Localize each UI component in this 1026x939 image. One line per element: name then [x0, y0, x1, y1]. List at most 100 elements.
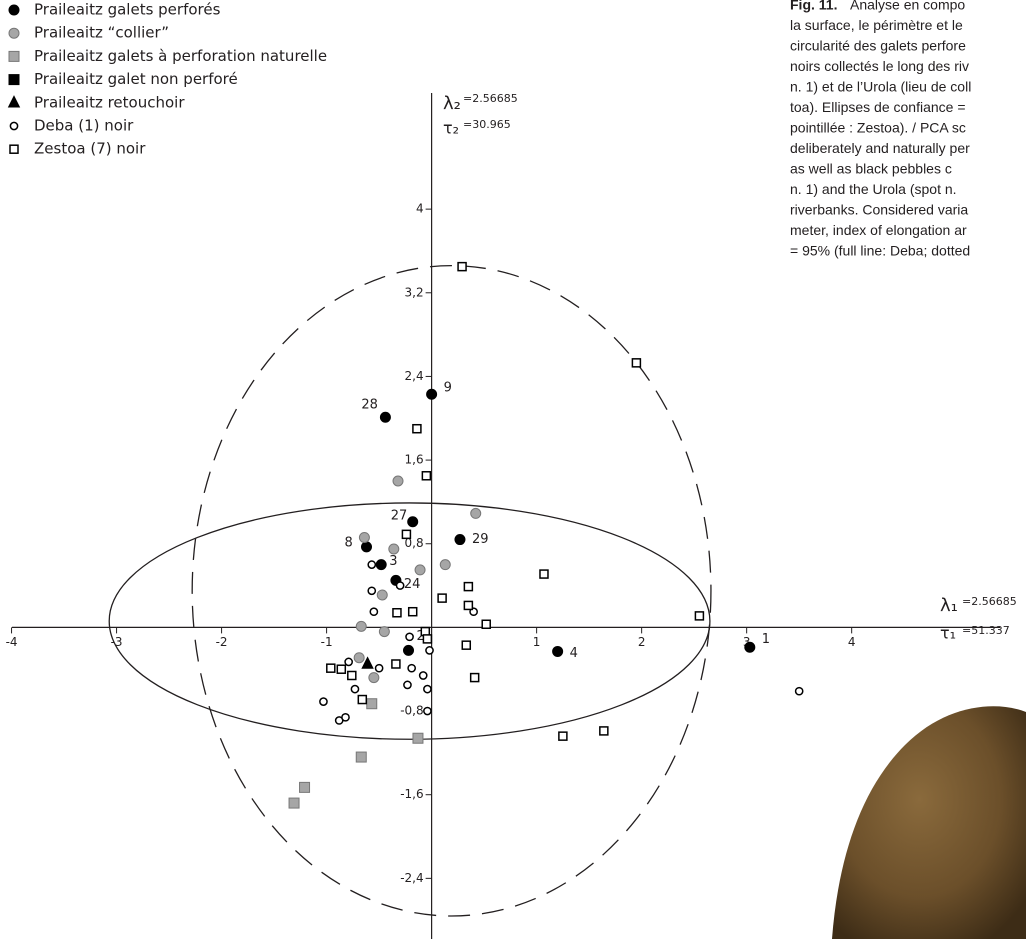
caption-line: pointillée : Zestoa). / PCA sc [790, 120, 966, 136]
point [9, 144, 19, 154]
y-tick-label: 4 [416, 202, 424, 216]
point [401, 529, 412, 540]
point [414, 564, 426, 576]
y-tick-label: 2,4 [405, 369, 424, 383]
caption: Fig. 11. Analyse en compo la surface, le … [790, 0, 971, 259]
point [355, 620, 367, 632]
point [437, 593, 447, 603]
y-tick-label: 3,2 [405, 285, 424, 299]
x-axis-symbol: λ₁ [940, 595, 958, 616]
point [391, 659, 401, 669]
point [8, 74, 20, 86]
legend-label: Deba (1) noir [34, 117, 134, 135]
point [353, 652, 365, 664]
point-label: 4 [570, 646, 578, 661]
point [423, 706, 432, 716]
point [470, 507, 482, 519]
confidence-ellipse [108, 502, 711, 740]
point [341, 712, 350, 722]
point [9, 121, 19, 131]
point-label: 3 [389, 554, 397, 569]
caption-line: deliberately and naturally per [790, 140, 970, 156]
point [794, 686, 804, 696]
point [366, 698, 378, 710]
point [347, 670, 357, 681]
point [403, 680, 412, 690]
point [8, 27, 20, 39]
point [422, 634, 433, 644]
point [426, 388, 438, 400]
point [407, 606, 418, 617]
caption-label: Fig. 11. [790, 0, 837, 13]
x-tick-label: 2 [638, 635, 646, 649]
confidence-ellipse [191, 264, 712, 917]
point [319, 697, 328, 706]
x-tick-label: -4 [6, 635, 18, 649]
point [469, 672, 480, 683]
point [369, 607, 379, 617]
point [461, 640, 472, 650]
point-label: 27 [391, 508, 408, 523]
point [407, 516, 419, 528]
point [379, 411, 391, 423]
point [7, 95, 21, 108]
x-axis-inertia-symbol: τ₁ [940, 624, 956, 643]
caption-line: Analyse en compo [850, 0, 965, 13]
caption-line: as well as black pebbles c [790, 161, 952, 177]
x-axis-inertia: =51.337 [962, 624, 1010, 637]
point [439, 559, 451, 571]
point [299, 781, 311, 793]
point [558, 731, 568, 741]
caption-line: riverbanks. Considered varia [790, 202, 968, 218]
point [392, 475, 404, 487]
x-tick-label: 4 [848, 635, 856, 649]
legend-label: Praileaitz galets à perforation naturell… [34, 47, 327, 65]
point-label: 2 [417, 629, 425, 644]
point [368, 672, 380, 684]
point [412, 732, 424, 744]
legend-label: Praileaitz “collier” [34, 24, 169, 42]
point [336, 664, 347, 674]
legend-label: Praileaitz galet non perforé [34, 70, 238, 88]
point [423, 684, 432, 694]
point [599, 726, 609, 736]
pebble-photo [832, 706, 1026, 939]
point [350, 684, 360, 694]
point [457, 261, 467, 272]
point [361, 656, 374, 669]
point [392, 608, 402, 618]
y-axis-symbol: λ₂ [443, 93, 461, 114]
point [326, 663, 336, 673]
y-tick-label: -0,8 [400, 704, 423, 718]
caption-line: n. 1) and the Urola (spot n. [790, 181, 957, 197]
caption-line: noirs collectés le long des riv [790, 58, 969, 74]
legend-label: Zestoa (7) noir [34, 140, 146, 158]
x-tick-label: 3 [743, 635, 751, 649]
point [405, 632, 414, 642]
x-tick-label: -1 [321, 635, 333, 649]
x-tick-label: -2 [216, 635, 228, 649]
point [355, 751, 367, 763]
x-axis-eigenvalue: =2.56685 [962, 595, 1017, 608]
point [421, 471, 432, 481]
y-axis-inertia-symbol: τ₂ [443, 119, 459, 138]
caption-line: = 95% (full line: Deba; dotted [790, 243, 970, 259]
point [463, 581, 474, 592]
point [481, 619, 491, 630]
point [358, 531, 370, 543]
caption-line: la surface, le périmètre et le [790, 17, 963, 33]
point [463, 600, 474, 611]
point [288, 797, 300, 809]
point [357, 694, 368, 705]
point [454, 534, 466, 546]
point [378, 626, 390, 638]
point-label: 28 [361, 398, 378, 413]
legend: Praileaitz galets perforés Praileaitz “co… [7, 1, 327, 158]
point-label: 8 [345, 535, 353, 550]
y-tick-label: -1,6 [400, 787, 423, 801]
y-tick-label: 1,6 [405, 453, 424, 467]
point [376, 589, 388, 601]
point [8, 4, 20, 16]
point [425, 646, 434, 655]
point [367, 560, 377, 570]
